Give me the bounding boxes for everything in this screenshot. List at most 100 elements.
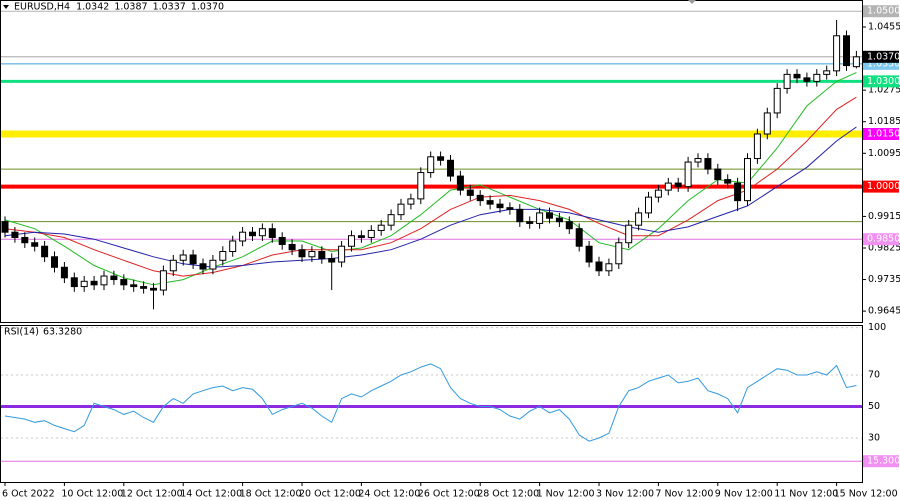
level-label: 1.0300 [867,76,900,87]
candle-body [1,221,9,233]
x-tick-label: 15 Nov 12:00 [834,489,898,500]
y-tick-label: 1.0095 [868,148,900,159]
candle-body [249,231,256,237]
rsi-tick-label: 30 [868,433,880,444]
level-label-bg [863,180,899,193]
moving-average [4,96,857,277]
candle-body [199,263,207,270]
candle-body [298,249,306,258]
y-tick-label: 1.0455 [868,22,900,33]
level-label: 1.0000 [867,181,900,192]
candle-body [555,217,563,223]
candle-body [60,266,68,279]
candle-body [189,254,197,265]
candle-body [70,277,78,288]
candle-body [753,133,761,160]
candle-body [21,236,29,244]
rsi-line [4,363,857,442]
x-tick-label: 6 Oct 2022 [2,489,55,500]
ohlc-label: 1.0337 [153,2,186,13]
candle-body [823,70,831,75]
y-tick-label: 1.0185 [868,116,900,127]
candle-body [397,203,405,216]
candle-body [476,194,484,202]
candle-body [11,231,19,238]
candle-body [179,254,187,261]
candle-body [466,189,474,196]
candle-body [546,212,553,219]
x-tick-label: 14 Oct 12:00 [180,489,242,500]
level-label: 1.0350 [867,58,900,69]
ohlc-label: 1.0387 [114,2,147,13]
candle-body [288,243,296,251]
candle-body [51,256,58,268]
candle-body [377,224,385,231]
menu-arrow [3,5,9,9]
candle-body [338,245,346,263]
candle-body [80,280,88,288]
candle-body [90,280,98,286]
candle-body [734,182,742,202]
level-label-bg [863,5,899,18]
x-tick-label: 24 Oct 12:00 [358,489,420,500]
candle-body [486,200,494,205]
candle-body [763,112,771,135]
shift-marker [688,0,696,4]
candle-body [654,189,662,198]
candle-body [595,261,603,272]
candle-body [803,77,811,82]
moving-average [4,126,857,268]
candle-body [308,250,316,258]
candle-body [645,196,652,214]
level-label-bg [863,455,899,468]
x-tick-label: 20 Oct 12:00 [299,489,361,500]
candle-body [783,73,791,89]
level-label: 1.0500 [867,6,900,17]
y-tick-label: 0.9825 [868,242,900,253]
candle-body [407,198,415,205]
candle-body [813,73,821,82]
level-label: 1.0150 [867,128,900,139]
candle-body [852,56,860,68]
x-tick-label: 26 Oct 12:00 [418,489,480,500]
candle-body [140,286,148,289]
candle-body [575,228,583,247]
candle-body [684,161,692,188]
candle-body [417,172,425,200]
candle-body [268,228,276,238]
level-label: 0.9850 [867,234,900,245]
candle-body [526,221,534,224]
candle-body [704,158,712,170]
candle-body [456,175,464,191]
y-tick-label: 0.9645 [868,306,900,317]
rsi-tick-label: 100 [868,322,886,333]
rsi-panel [0,325,863,483]
candle-body [229,240,237,252]
candle-body [536,212,544,224]
candle-body [605,263,613,272]
y-tick-label: 0.9735 [868,274,900,285]
y-tick-label: 1.0275 [868,85,900,96]
rsi-tick-label: 50 [868,401,880,412]
candle-body [427,156,435,174]
level-label-bg [863,75,899,88]
price-label-bg [863,50,899,63]
candle-body [209,259,217,270]
candle-body [625,224,633,244]
candle-body [120,279,128,286]
candle-body [31,242,39,247]
candle-body [585,245,593,263]
candle-body [169,259,177,272]
x-tick-label: 1 Nov 12:00 [537,489,595,500]
candle-body [239,231,247,242]
x-tick-label: 10 Oct 12:00 [61,489,123,500]
x-tick-label: 7 Nov 12:00 [655,489,713,500]
x-tick-label: 3 Nov 12:00 [596,489,654,500]
candle-body [110,275,118,281]
candle-body [724,179,732,184]
level-label-bg [863,233,899,246]
level-label-bg [863,127,899,140]
candle-body [506,207,514,210]
